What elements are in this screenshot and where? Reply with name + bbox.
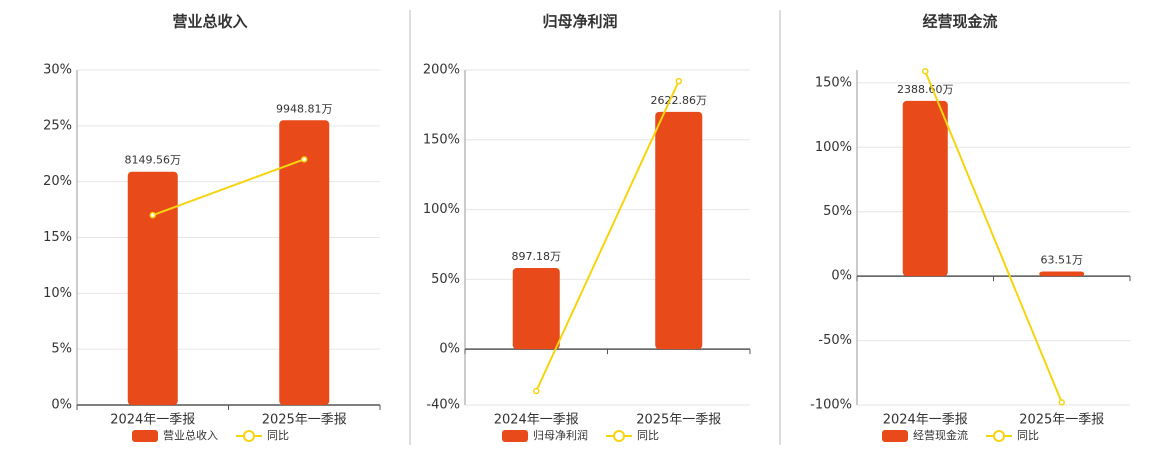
bar (1039, 271, 1085, 277)
x-tick-label: 2024年一季报 (494, 413, 579, 428)
y-tick-label: 200% (423, 63, 460, 78)
bar-value-label: 63.51万 (1041, 253, 1084, 266)
line (535, 80, 680, 392)
bar (902, 100, 948, 277)
legend-label: 营业总收入 (163, 428, 218, 442)
y-tick-label: 25% (43, 118, 72, 133)
legend-label: 同比 (1017, 429, 1039, 442)
bar (512, 267, 560, 350)
legend-label: 同比 (637, 429, 659, 442)
y-tick-label: 50% (431, 272, 460, 287)
y-tick-label: 20% (43, 174, 72, 189)
bar-value-label: 2622.86万 (651, 94, 708, 107)
bar-value-label: 9948.81万 (276, 102, 333, 115)
y-tick-label: 0% (51, 398, 72, 413)
bar-value-label: 897.18万 (512, 250, 562, 263)
legend-label: 经营现金流 (913, 428, 968, 442)
y-tick-label: 150% (815, 75, 852, 90)
y-tick-label: 0% (831, 269, 852, 284)
y-tick-label: 0% (439, 342, 460, 357)
y-tick-label: 100% (815, 140, 852, 155)
y-tick-label: 50% (823, 204, 852, 219)
legend-swatch (502, 430, 528, 442)
y-tick-label: -100% (810, 398, 852, 413)
x-tick-label: 2025年一季报 (262, 413, 347, 428)
line (152, 158, 305, 217)
y-tick-label: -50% (818, 333, 852, 348)
line-point (1058, 399, 1065, 406)
y-tick-label: 5% (51, 342, 72, 357)
x-tick-label: 2025年一季报 (636, 413, 721, 428)
x-tick-label: 2025年一季报 (1019, 413, 1104, 428)
line-point (533, 387, 540, 395)
x-tick-label: 2024年一季报 (110, 413, 195, 428)
y-tick-label: 150% (423, 132, 460, 147)
legend-swatch (613, 430, 625, 442)
legend-swatch (132, 430, 158, 442)
y-tick-label: 100% (423, 202, 460, 217)
line (924, 70, 1063, 403)
legend-label: 归母净利润 (533, 428, 588, 442)
y-tick-label: -40% (426, 398, 460, 413)
chart-title: 营业总收入 (172, 13, 247, 31)
chart-title: 归母净利润 (542, 13, 617, 31)
legend-swatch (882, 430, 908, 442)
bar (279, 120, 330, 405)
bar (127, 171, 178, 405)
y-tick-label: 15% (43, 230, 72, 245)
line-point (149, 211, 156, 219)
legend-swatch (993, 430, 1005, 442)
y-tick-label: 30% (43, 63, 72, 78)
legend-swatch (243, 430, 255, 442)
bar (655, 111, 703, 350)
line-point (301, 156, 308, 163)
legend-label: 同比 (267, 429, 289, 442)
bar-value-label: 8149.56万 (125, 154, 182, 167)
y-tick-label: 10% (43, 286, 72, 301)
line-point (922, 68, 929, 75)
chart-title: 经营现金流 (922, 13, 997, 31)
x-tick-label: 2024年一季报 (883, 413, 968, 428)
line-point (675, 77, 682, 85)
bar-value-label: 2388.60万 (897, 83, 954, 96)
